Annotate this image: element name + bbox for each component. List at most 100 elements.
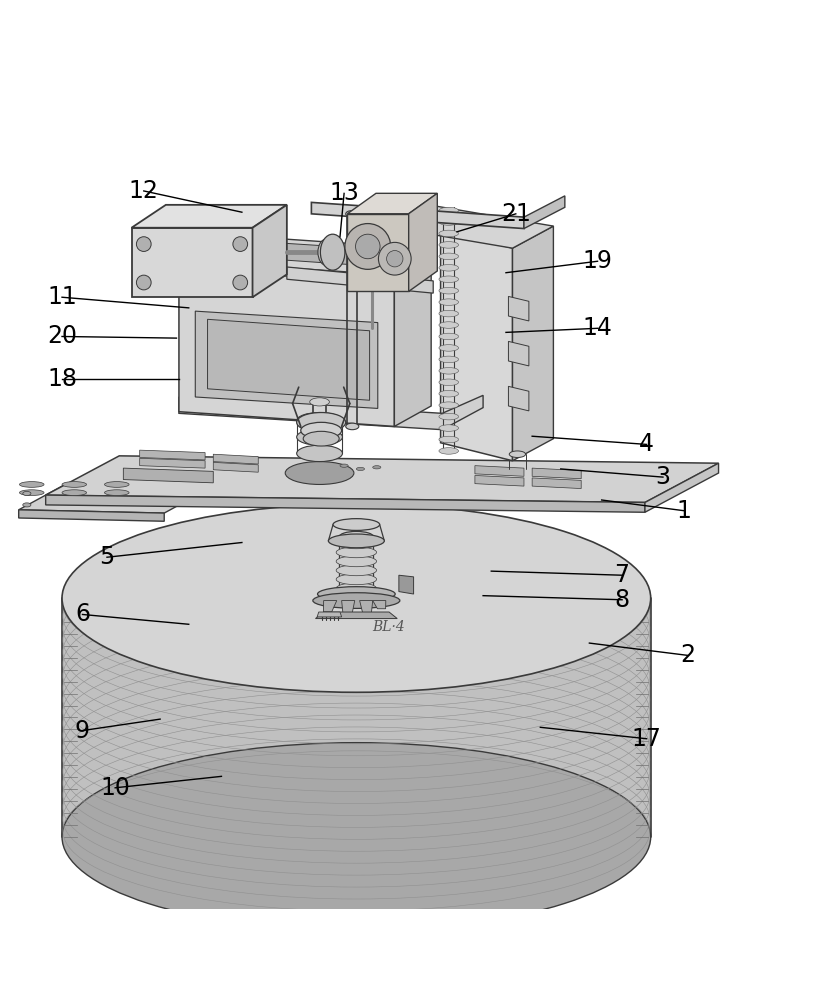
Ellipse shape (313, 593, 400, 608)
Polygon shape (373, 601, 386, 609)
Ellipse shape (373, 466, 381, 469)
Polygon shape (252, 205, 287, 297)
Polygon shape (19, 485, 209, 513)
Text: 13: 13 (329, 181, 359, 205)
Text: 10: 10 (100, 776, 130, 800)
Ellipse shape (439, 379, 459, 386)
Text: 2: 2 (680, 643, 695, 667)
Ellipse shape (296, 413, 346, 432)
Text: 21: 21 (501, 202, 531, 226)
Ellipse shape (439, 230, 459, 237)
Text: 12: 12 (129, 179, 159, 203)
Ellipse shape (62, 504, 650, 692)
Ellipse shape (439, 287, 459, 294)
Ellipse shape (23, 491, 31, 496)
Ellipse shape (301, 422, 342, 439)
Ellipse shape (439, 425, 459, 431)
Ellipse shape (137, 237, 152, 251)
Polygon shape (441, 230, 513, 461)
Polygon shape (46, 495, 645, 512)
Polygon shape (509, 341, 529, 366)
Ellipse shape (333, 591, 379, 605)
Polygon shape (509, 296, 529, 321)
Text: 5: 5 (99, 545, 115, 569)
Ellipse shape (62, 743, 650, 931)
Ellipse shape (439, 368, 459, 374)
Ellipse shape (387, 251, 403, 267)
Text: 4: 4 (639, 432, 654, 456)
Ellipse shape (439, 448, 459, 454)
Text: 3: 3 (655, 465, 671, 489)
Ellipse shape (320, 234, 345, 270)
Ellipse shape (439, 207, 459, 214)
Text: 1: 1 (676, 499, 691, 523)
Polygon shape (179, 395, 483, 430)
Ellipse shape (20, 490, 44, 496)
Ellipse shape (333, 519, 380, 530)
Ellipse shape (346, 423, 359, 430)
Polygon shape (317, 612, 342, 617)
Ellipse shape (233, 237, 247, 251)
Ellipse shape (439, 310, 459, 317)
Ellipse shape (233, 275, 247, 290)
Ellipse shape (303, 431, 339, 446)
Ellipse shape (62, 482, 87, 487)
Text: BL·4: BL·4 (373, 620, 405, 634)
Ellipse shape (378, 242, 411, 275)
Polygon shape (342, 601, 355, 617)
Ellipse shape (296, 429, 342, 445)
Polygon shape (124, 468, 213, 483)
Ellipse shape (439, 356, 459, 363)
Ellipse shape (439, 265, 459, 271)
Ellipse shape (413, 211, 423, 215)
Polygon shape (524, 196, 565, 229)
Polygon shape (324, 601, 337, 612)
Polygon shape (532, 478, 581, 489)
Text: 14: 14 (582, 316, 613, 340)
Text: 8: 8 (614, 588, 630, 612)
Ellipse shape (296, 413, 342, 429)
Polygon shape (475, 475, 524, 486)
Ellipse shape (439, 436, 459, 443)
Polygon shape (359, 200, 554, 248)
Ellipse shape (346, 211, 359, 217)
Ellipse shape (340, 464, 348, 467)
Ellipse shape (336, 547, 377, 558)
Ellipse shape (356, 467, 364, 471)
Polygon shape (207, 319, 369, 400)
Polygon shape (311, 202, 524, 229)
Ellipse shape (318, 239, 334, 265)
Ellipse shape (318, 587, 396, 601)
Ellipse shape (439, 276, 459, 283)
Polygon shape (46, 456, 718, 502)
Ellipse shape (509, 451, 526, 457)
Polygon shape (475, 466, 524, 476)
Ellipse shape (439, 242, 459, 248)
Ellipse shape (310, 381, 329, 390)
Ellipse shape (439, 299, 459, 305)
Ellipse shape (285, 462, 354, 484)
Text: 7: 7 (614, 563, 630, 587)
Polygon shape (315, 612, 397, 619)
Ellipse shape (339, 593, 373, 604)
Polygon shape (179, 269, 395, 426)
Polygon shape (287, 267, 433, 293)
Ellipse shape (105, 482, 129, 487)
Polygon shape (132, 205, 287, 228)
Ellipse shape (345, 224, 391, 269)
Polygon shape (509, 386, 529, 411)
Polygon shape (19, 510, 165, 521)
Ellipse shape (310, 398, 329, 406)
Ellipse shape (105, 490, 129, 496)
Ellipse shape (137, 275, 152, 290)
Ellipse shape (439, 413, 459, 420)
Polygon shape (140, 458, 205, 468)
Ellipse shape (439, 219, 459, 225)
Ellipse shape (336, 583, 377, 594)
Ellipse shape (439, 345, 459, 351)
Ellipse shape (336, 556, 377, 567)
Ellipse shape (439, 390, 459, 397)
Polygon shape (532, 468, 581, 479)
Polygon shape (195, 311, 378, 408)
Text: 11: 11 (48, 285, 77, 309)
